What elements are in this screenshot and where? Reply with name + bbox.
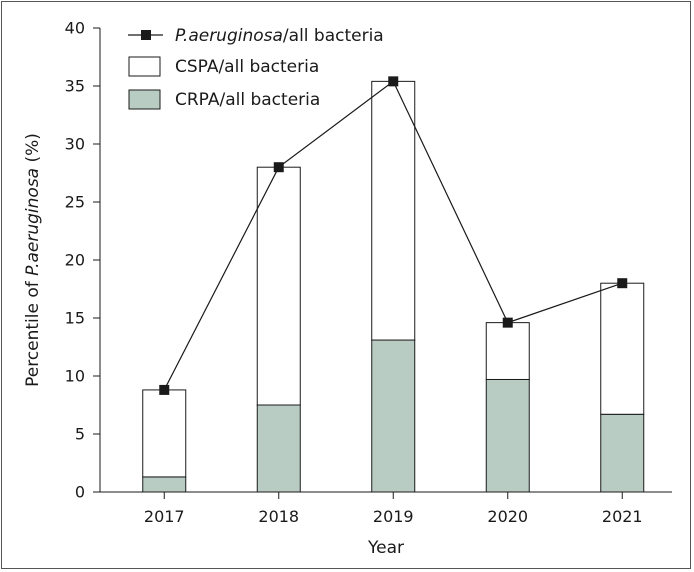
y-tick-label: 15	[65, 309, 85, 328]
bar-cspa-2021	[600, 282, 645, 415]
bar-crpa-2019	[371, 339, 416, 493]
line-series	[159, 76, 628, 395]
x-axis-label: Year	[367, 538, 404, 558]
pa-marker-2017	[159, 384, 170, 395]
y-tick-label: 20	[65, 251, 85, 270]
x-axis: 2017 2018 2019 2020 2021	[100, 491, 672, 526]
x-tick-label: 2021	[602, 507, 643, 526]
legend-label-cspa: CSPA/all bacteria	[175, 57, 319, 77]
bar-cspa-2019	[371, 80, 416, 341]
legend-cspa-swatch	[128, 56, 161, 77]
bar-crpa-2021	[600, 413, 645, 493]
bars	[142, 80, 645, 493]
legend-label-pa: P.aeruginosa/all bacteria	[175, 26, 384, 46]
pa-marker-2021	[617, 278, 628, 289]
y-tick-label: 30	[65, 135, 85, 154]
y-tick-label: 35	[65, 77, 85, 96]
y-tick-label: 40	[65, 19, 85, 38]
legend-label-crpa: CRPA/all bacteria	[175, 90, 320, 110]
legend-item-pa: P.aeruginosa/all bacteria	[128, 26, 384, 46]
x-tick-label: 2019	[373, 507, 414, 526]
pa-marker-2018	[273, 162, 284, 173]
x-tick-label: 2020	[487, 507, 528, 526]
x-tick-label: 2018	[258, 507, 299, 526]
legend-marker-swatch	[141, 30, 151, 40]
bar-cspa-2017	[142, 389, 187, 478]
legend-item-crpa: CRPA/all bacteria	[128, 89, 320, 110]
y-axis-label: Percentile of P.aeruginosa (%)	[23, 133, 43, 387]
y-tick-label: 10	[65, 367, 85, 386]
legend: P.aeruginosa/all bacteria CSPA/all bacte…	[128, 26, 384, 110]
bar-cspa-2020	[485, 322, 530, 380]
bar-cspa-2018	[256, 166, 301, 406]
y-tick-label: 25	[65, 193, 85, 212]
legend-crpa-swatch	[128, 89, 161, 110]
y-tick-label: 0	[75, 483, 85, 502]
y-tick-label: 5	[75, 425, 85, 444]
bar-crpa-2018	[256, 404, 301, 493]
x-tick-label: 2017	[144, 507, 185, 526]
pa-marker-2020	[502, 317, 513, 328]
pa-marker-2019	[388, 76, 399, 87]
bar-crpa-2020	[485, 378, 530, 493]
y-axis: 0 5 10 15 20 25 30 35 40	[65, 19, 101, 502]
legend-item-cspa: CSPA/all bacteria	[128, 56, 319, 77]
bar-crpa-2017	[142, 476, 187, 493]
